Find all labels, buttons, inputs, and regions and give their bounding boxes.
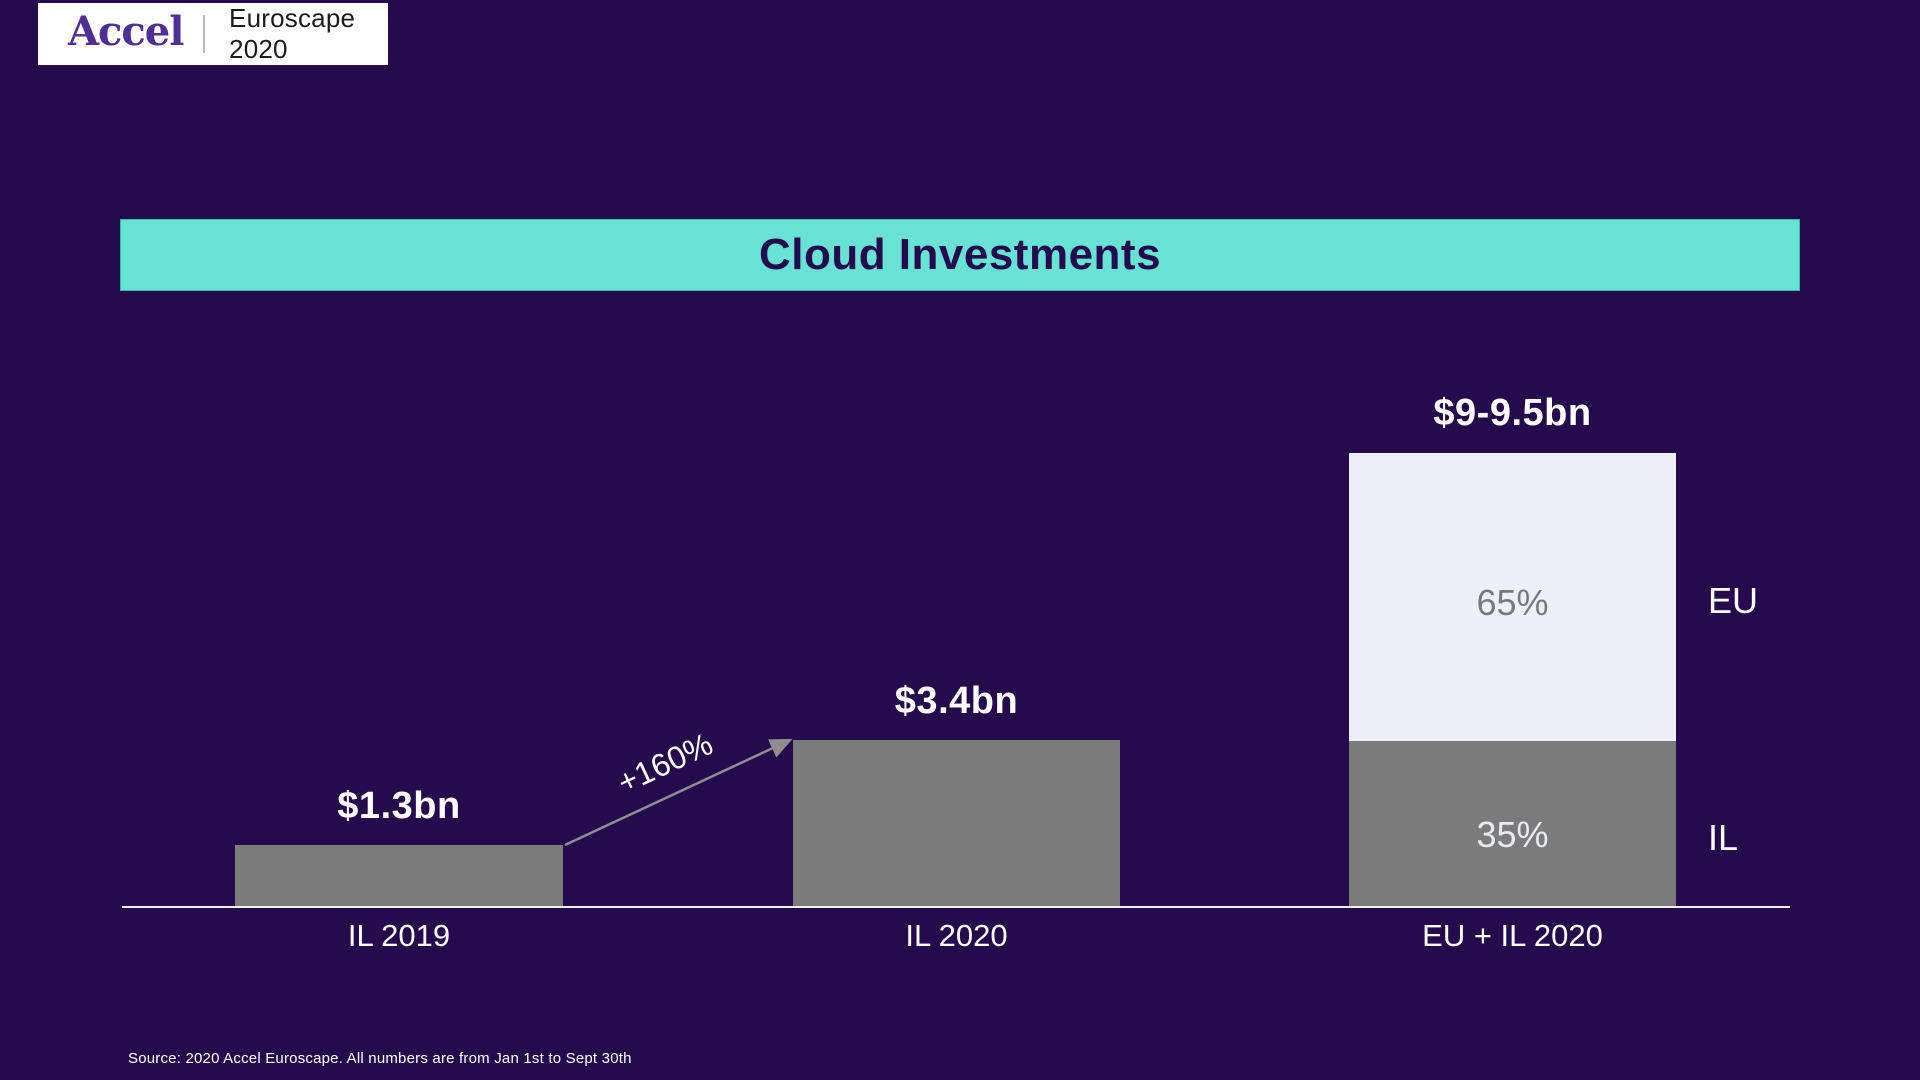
logo-divider xyxy=(203,15,206,53)
segment-side-label-eu: EU xyxy=(1707,580,1758,621)
segment-side-label-il: IL xyxy=(1707,817,1739,858)
bar-value-label-il-2019: $1.3bn xyxy=(337,785,461,827)
growth-arrow xyxy=(564,738,793,847)
bar-segment-il xyxy=(1349,741,1676,906)
category-label-eu-il-2020: EU + IL 2020 xyxy=(1422,918,1603,953)
x-axis-line xyxy=(122,906,1790,908)
logo: Accel Euroscape 2020 xyxy=(38,3,388,65)
category-label-il-2020: IL 2020 xyxy=(905,918,1008,953)
title-banner: Cloud Investments xyxy=(120,219,1800,291)
category-label-il-2019: IL 2019 xyxy=(347,918,451,953)
bar-value-label-il-2020: $3.4bn xyxy=(894,680,1019,722)
bar-il-2020 xyxy=(793,740,1120,906)
source-note: Source: 2020 Accel Euroscape. All number… xyxy=(128,1050,632,1067)
logo-product-label: Euroscape 2020 xyxy=(229,3,356,64)
segment-pct-label-il: 35% xyxy=(1476,814,1549,855)
slide-title: Cloud Investments xyxy=(758,230,1162,279)
bar-il-2019 xyxy=(235,845,563,906)
bar-segment-eu xyxy=(1349,453,1676,741)
accel-logo: Accel xyxy=(68,8,184,55)
segment-pct-label-eu: 65% xyxy=(1476,582,1549,623)
bar-value-label-eu-il-2020: $9-9.5bn xyxy=(1433,392,1592,434)
